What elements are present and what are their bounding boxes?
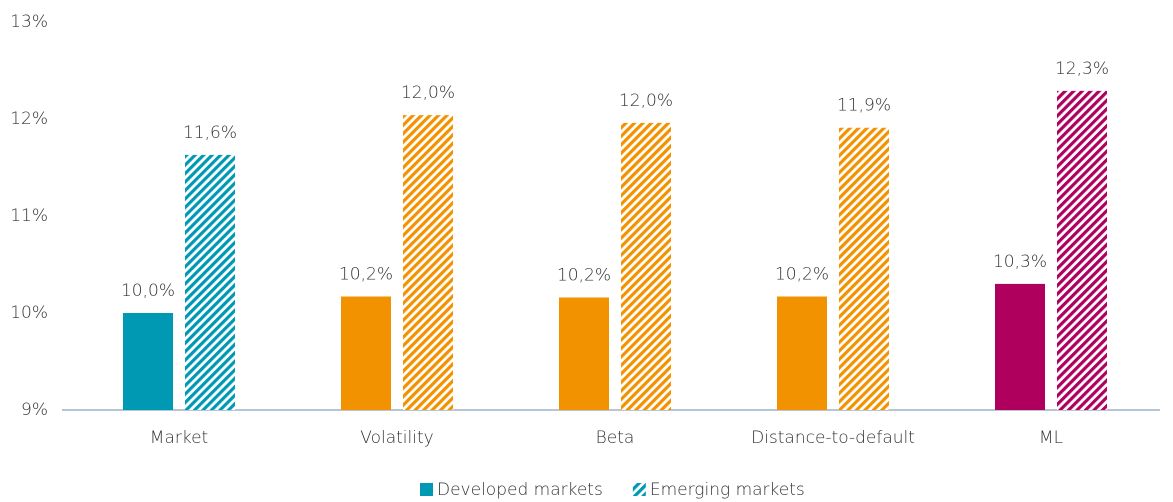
- legend-swatch: [420, 483, 433, 496]
- x-tick-label: Market: [150, 428, 208, 448]
- bar: [123, 313, 173, 410]
- bar: [185, 154, 235, 410]
- y-tick-label: 11%: [10, 206, 48, 226]
- value-label: 10,2%: [339, 265, 393, 285]
- value-label: 11,6%: [183, 123, 237, 143]
- value-label: 10,3%: [993, 252, 1047, 272]
- bar: [559, 297, 609, 410]
- value-label: 11,9%: [837, 96, 891, 116]
- y-tick-label: 9%: [21, 400, 48, 420]
- bar: [403, 115, 453, 411]
- bar: [839, 127, 889, 410]
- value-label: 10,2%: [557, 265, 611, 285]
- value-label: 12,3%: [1055, 59, 1109, 79]
- x-tick-label: ML: [1039, 428, 1063, 448]
- value-label: 12,0%: [619, 91, 673, 111]
- value-label: 12,0%: [401, 83, 455, 103]
- legend-swatch: [632, 483, 646, 496]
- y-tick-label: 10%: [10, 303, 48, 323]
- bar: [341, 296, 391, 410]
- value-label: 10,0%: [121, 281, 175, 301]
- bar: [995, 283, 1045, 410]
- value-label: 10,2%: [775, 265, 829, 285]
- bar: [1057, 90, 1107, 411]
- x-tick-label: Beta: [596, 428, 635, 448]
- y-tick-label: 13%: [10, 12, 48, 32]
- bar: [621, 122, 671, 410]
- x-tick-label: Distance-to-default: [751, 428, 915, 448]
- bar: [777, 296, 827, 410]
- x-tick-label: Volatility: [360, 428, 433, 448]
- y-tick-label: 12%: [10, 109, 48, 129]
- legend-label: Emerging markets: [650, 480, 805, 500]
- legend-label: Developed markets: [437, 480, 603, 500]
